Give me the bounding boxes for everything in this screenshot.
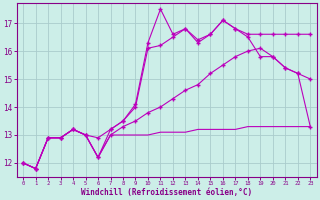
X-axis label: Windchill (Refroidissement éolien,°C): Windchill (Refroidissement éolien,°C) (81, 188, 252, 197)
